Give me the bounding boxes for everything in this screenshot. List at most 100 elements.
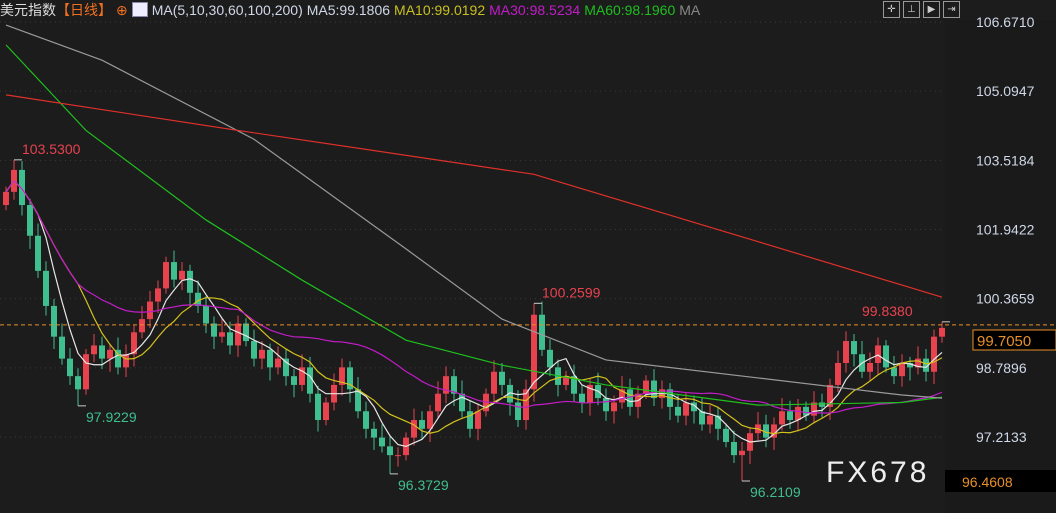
candle-body — [883, 345, 889, 368]
candle-body — [507, 384, 513, 403]
crosshair-icon[interactable]: ✛ — [883, 1, 900, 18]
candle-body — [27, 205, 33, 236]
candle-body — [531, 314, 537, 390]
candle-body — [363, 411, 369, 429]
annotation-label: 103.5300 — [22, 141, 81, 157]
candle-body — [339, 367, 345, 385]
bottom-label-box — [945, 470, 1056, 492]
candle-body — [3, 191, 9, 206]
period-label[interactable]: 【日线】 — [56, 2, 112, 18]
annotation-label: 96.2109 — [750, 484, 801, 500]
candle-body — [235, 323, 241, 346]
candle-body — [123, 354, 129, 368]
ma5-value: MA5:99.1806 — [306, 2, 391, 18]
zoom-icon[interactable]: ⊥ — [903, 1, 920, 18]
candle-body — [179, 270, 185, 280]
candle-body — [227, 332, 233, 346]
candle-body — [851, 341, 857, 355]
candle-body — [563, 376, 569, 385]
candle-body — [291, 376, 297, 385]
candle-body — [67, 358, 73, 377]
candle-body — [43, 270, 49, 306]
candle-body — [275, 358, 281, 368]
candle-body — [427, 411, 433, 429]
candle-body — [299, 367, 305, 385]
candle-body — [91, 345, 97, 355]
candle-body — [451, 376, 457, 394]
candle-body — [347, 367, 353, 390]
candle-body — [499, 371, 505, 385]
candle-body — [515, 402, 521, 421]
candle-body — [907, 362, 913, 368]
candle-body — [643, 380, 649, 394]
candle-body — [267, 349, 273, 368]
exit-icon[interactable]: ⇥ — [943, 1, 960, 18]
candle-body — [115, 349, 121, 368]
candle-body — [779, 411, 785, 425]
candle-body — [579, 393, 585, 403]
y-bottom-label: 96.4608 — [962, 474, 1013, 490]
candle-body — [819, 402, 825, 407]
y-tick-label: 105.0947 — [976, 83, 1035, 99]
candle-body — [75, 376, 81, 390]
candle-body — [683, 402, 689, 416]
y-tick-label: 100.3659 — [976, 291, 1035, 307]
candle-body — [619, 389, 625, 403]
candle-body — [651, 380, 657, 399]
annotation-label: 99.8380 — [862, 303, 913, 319]
ma-more: MA — [679, 2, 701, 18]
candle-body — [795, 406, 801, 421]
ma60-value: MA60:98.1960 — [584, 2, 676, 18]
toolbar: ✛ ⊥ ▶ ⇥ — [883, 1, 960, 18]
candle-body — [355, 389, 361, 412]
candle-body — [211, 323, 217, 337]
indicator-icon[interactable] — [131, 2, 148, 17]
candle-body — [835, 362, 841, 385]
candle-body — [83, 354, 89, 390]
candle-body — [899, 362, 905, 377]
candle-body — [155, 288, 161, 302]
ma30-line — [5, 179, 943, 414]
candle-body — [771, 424, 777, 438]
candle-body — [731, 441, 737, 456]
candle-body — [811, 402, 817, 416]
candle-body — [915, 358, 921, 368]
candle-body — [603, 398, 609, 412]
annotation-label: 100.2599 — [542, 284, 601, 300]
annotation-label: 96.3729 — [398, 477, 449, 493]
candle-body — [923, 358, 929, 372]
candle-body — [51, 305, 57, 337]
candle-body — [475, 411, 481, 429]
last-price-label: 99.7050 — [977, 333, 1031, 350]
candle-body — [99, 345, 105, 359]
ma-params[interactable]: MA(5,10,30,60,100,200) — [151, 2, 303, 18]
candle-body — [467, 411, 473, 429]
candle-body — [243, 323, 249, 342]
candle-body — [587, 384, 593, 403]
candle-body — [707, 415, 713, 425]
watermark: FX678 — [826, 456, 930, 489]
candle-body — [675, 406, 681, 416]
y-tick-label: 101.9422 — [976, 221, 1035, 237]
candle-body — [715, 415, 721, 429]
candle-body — [931, 336, 937, 372]
candle-body — [283, 358, 289, 377]
candle-body — [187, 270, 193, 293]
candle-body — [787, 411, 793, 421]
play-icon[interactable]: ▶ — [923, 1, 940, 18]
last-price-box — [972, 329, 1056, 351]
candle-body — [379, 437, 385, 447]
candle-body — [219, 332, 225, 337]
candle-body — [891, 367, 897, 377]
y-tick-label: 98.7896 — [976, 360, 1027, 376]
candle-body — [147, 301, 153, 320]
candle-body — [315, 393, 321, 421]
candle-body — [723, 428, 729, 442]
candle-body — [259, 349, 265, 359]
candle-body — [195, 292, 201, 306]
ma200-line — [5, 94, 943, 298]
add-icon[interactable]: ⊕ — [116, 2, 128, 18]
candle-body — [491, 371, 497, 394]
ma100-line — [5, 24, 943, 399]
